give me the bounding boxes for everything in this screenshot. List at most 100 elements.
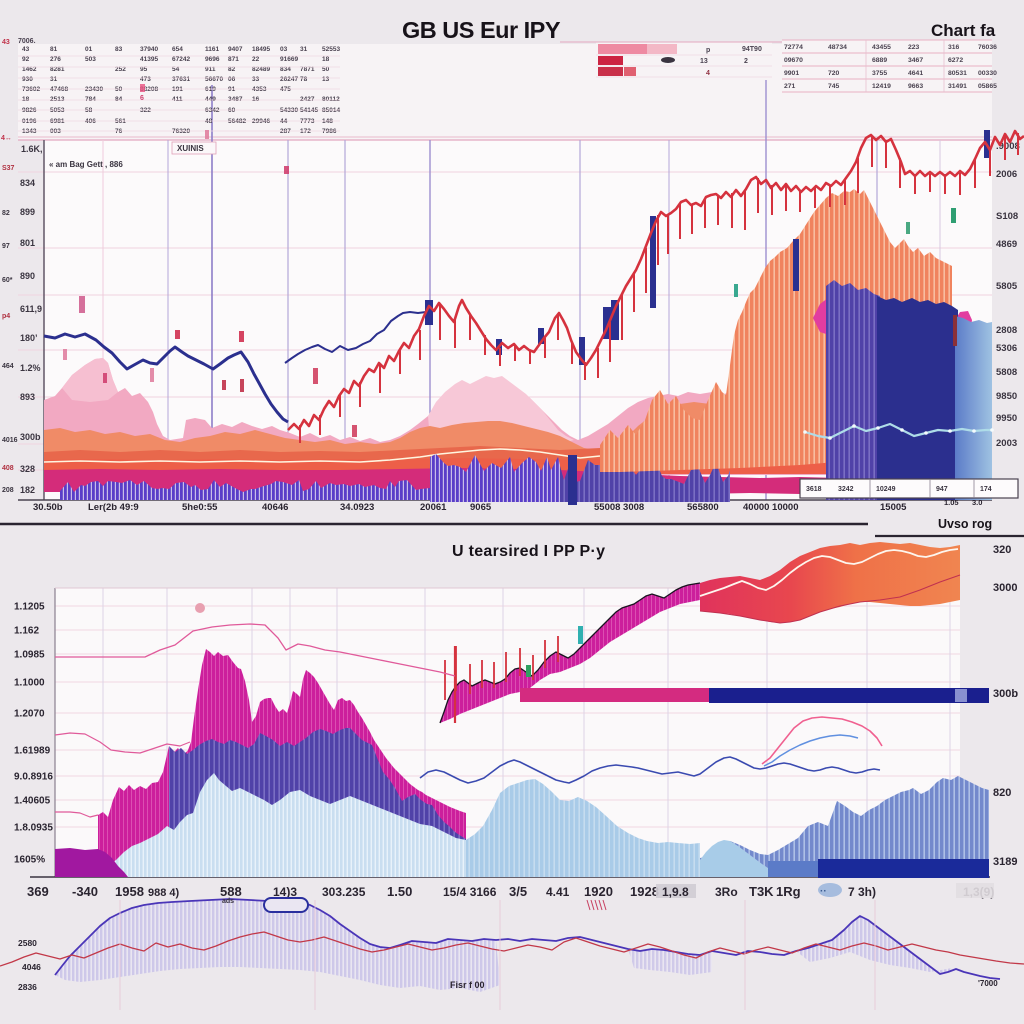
svg-text:76320: 76320 [172, 128, 190, 135]
svg-text:208: 208 [2, 487, 14, 494]
svg-text:3/5: 3/5 [509, 884, 527, 899]
svg-text:1.6K,: 1.6K, [21, 144, 43, 154]
svg-text:449: 449 [205, 96, 216, 103]
svg-text:18: 18 [22, 96, 30, 103]
svg-text:76: 76 [115, 128, 123, 135]
svg-text:p: p [706, 47, 710, 54]
svg-text:5805: 5805 [996, 281, 1018, 292]
svg-text:464: 464 [2, 363, 14, 370]
svg-text:9901: 9901 [784, 70, 799, 77]
svg-text:411: 411 [172, 96, 183, 103]
svg-text:55008 3008: 55008 3008 [594, 502, 644, 513]
svg-text:15005: 15005 [880, 502, 907, 513]
svg-text:3467: 3467 [908, 57, 923, 64]
svg-text:9.0.8916: 9.0.8916 [14, 772, 53, 783]
svg-text:12419: 12419 [872, 83, 891, 90]
svg-text:3618: 3618 [806, 486, 822, 493]
svg-text:13: 13 [322, 76, 330, 83]
svg-text:473: 473 [140, 76, 151, 83]
svg-text:475: 475 [280, 86, 291, 93]
svg-text:40000 10000: 40000 10000 [743, 502, 798, 513]
svg-text:2808: 2808 [996, 325, 1017, 336]
svg-text:8281: 8281 [50, 66, 65, 73]
svg-text:4.41: 4.41 [546, 885, 570, 899]
svg-text:6272: 6272 [948, 57, 963, 64]
svg-text:619: 619 [205, 86, 216, 93]
svg-text:Fisr f 00: Fisr f 00 [450, 980, 485, 990]
svg-text:92: 92 [22, 56, 30, 63]
svg-text:303.235: 303.235 [322, 885, 366, 899]
svg-text:1.40605: 1.40605 [14, 796, 51, 807]
svg-text:148: 148 [322, 118, 333, 125]
svg-text:2513: 2513 [50, 96, 65, 103]
svg-text:503: 503 [85, 56, 96, 63]
svg-text:1343: 1343 [22, 128, 37, 135]
svg-text:72774: 72774 [784, 44, 803, 51]
svg-text:2003: 2003 [996, 438, 1017, 449]
svg-text:97: 97 [2, 243, 10, 250]
svg-text:95: 95 [140, 66, 148, 73]
svg-text:320: 320 [993, 544, 1011, 556]
svg-text:31: 31 [300, 46, 308, 53]
svg-text:1920: 1920 [584, 884, 613, 899]
svg-text:06: 06 [228, 76, 236, 83]
svg-text:947: 947 [936, 486, 948, 493]
svg-text:09670: 09670 [784, 57, 803, 64]
svg-text:40646: 40646 [262, 502, 288, 513]
svg-text:7986: 7986 [322, 128, 337, 135]
svg-text:3.0: 3.0 [972, 498, 982, 507]
svg-text:16: 16 [252, 96, 260, 103]
svg-text:18: 18 [322, 56, 330, 63]
svg-text:56482: 56482 [228, 118, 246, 125]
svg-text:31491: 31491 [948, 83, 967, 90]
svg-text:18495: 18495 [252, 46, 270, 53]
svg-text:4↔: 4↔ [1, 135, 12, 142]
svg-text:1.1000: 1.1000 [14, 678, 45, 689]
svg-text:26247: 26247 [280, 76, 298, 83]
svg-text:1161: 1161 [205, 46, 219, 53]
svg-text:33: 33 [252, 76, 260, 83]
svg-text:271: 271 [784, 83, 796, 90]
svg-text:9065: 9065 [470, 502, 492, 513]
svg-text:784: 784 [85, 96, 96, 103]
svg-text:76036: 76036 [978, 44, 997, 51]
svg-text:Chart fa: Chart fa [931, 21, 996, 40]
svg-text:80112: 80112 [322, 96, 340, 103]
svg-text:654: 654 [172, 46, 183, 53]
svg-text:91669: 91669 [280, 56, 298, 63]
svg-text:588: 588 [220, 884, 242, 899]
svg-text:287: 287 [280, 128, 291, 135]
svg-text:Uvso rog: Uvso rog [938, 517, 992, 531]
svg-text:U tearsired I PP P·y: U tearsired I PP P·y [452, 543, 605, 560]
svg-text:1.1205: 1.1205 [14, 602, 45, 613]
svg-text:03: 03 [280, 46, 288, 53]
svg-text:54330: 54330 [280, 107, 298, 114]
svg-text:81: 81 [50, 46, 58, 53]
svg-text:52553: 52553 [322, 46, 340, 53]
svg-text:7871: 7871 [300, 66, 315, 73]
svg-text:3755: 3755 [872, 70, 887, 77]
svg-text:223: 223 [908, 44, 920, 51]
svg-text:408: 408 [2, 465, 14, 472]
svg-text:43: 43 [2, 39, 10, 46]
svg-text:988 4): 988 4) [148, 887, 180, 899]
svg-text:Ler(2b 49:9: Ler(2b 49:9 [88, 502, 139, 513]
svg-text:1.50: 1.50 [387, 884, 412, 899]
svg-text:50: 50 [322, 66, 330, 73]
svg-text:78: 78 [300, 76, 308, 83]
svg-text:893: 893 [20, 392, 35, 402]
svg-text:4641: 4641 [908, 70, 923, 77]
svg-text:31: 31 [50, 76, 58, 83]
svg-text:172: 172 [300, 128, 311, 135]
svg-text:801: 801 [20, 238, 35, 248]
svg-text:1.162: 1.162 [14, 626, 39, 637]
svg-text:-340: -340 [72, 884, 98, 899]
svg-text:3000: 3000 [993, 582, 1017, 594]
svg-text:1605%: 1605% [14, 855, 45, 866]
svg-text:2: 2 [744, 58, 748, 65]
svg-text:37940: 37940 [140, 46, 158, 53]
svg-text:29946: 29946 [252, 118, 270, 125]
svg-text:191: 191 [172, 86, 183, 93]
svg-text:174: 174 [980, 486, 992, 493]
svg-text:ads: ads [222, 898, 234, 905]
